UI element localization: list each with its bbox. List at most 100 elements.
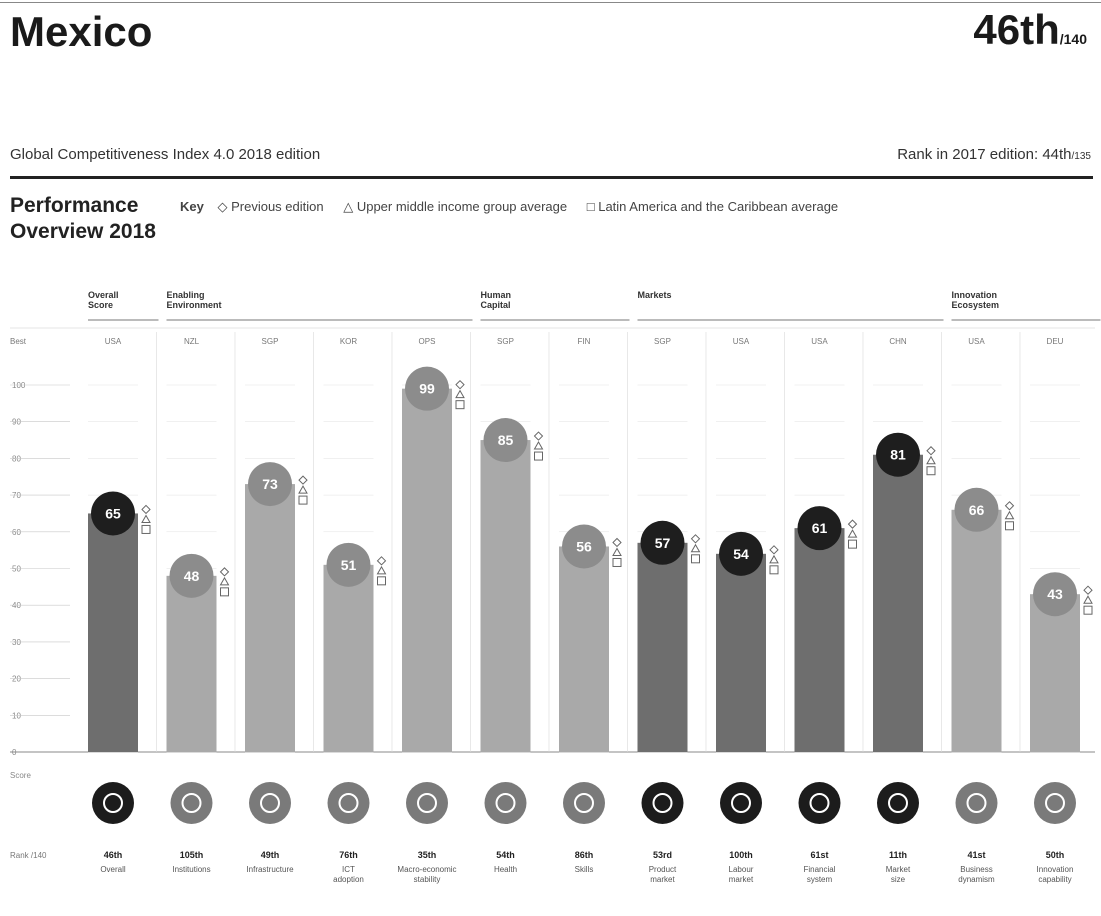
score-label: 43	[1047, 586, 1063, 602]
pillar-icon	[170, 782, 213, 824]
pillar-icon-glyph	[574, 793, 594, 813]
best-country-label: FIN	[578, 337, 591, 346]
latam-average-marker	[926, 466, 936, 476]
score-label: 81	[890, 447, 906, 463]
pillar-icon	[249, 782, 291, 824]
score-circle	[405, 366, 449, 411]
section-rule	[10, 176, 1093, 179]
pillar-icon	[1034, 782, 1076, 824]
pillar-icon-glyph	[417, 793, 437, 813]
best-country-label: OPS	[419, 337, 436, 346]
score-circle	[326, 542, 371, 587]
previous-edition-marker	[1004, 501, 1015, 511]
pillar-icon-glyph	[103, 793, 123, 813]
group-label-3: Markets	[638, 290, 672, 300]
bar	[951, 509, 1002, 752]
bar	[480, 440, 531, 752]
latam-average-marker	[769, 565, 779, 575]
pillar-name: Infrastructure	[246, 865, 294, 874]
best-country-label: USA	[733, 337, 750, 346]
previous-edition-marker	[533, 431, 544, 441]
pillar-name: Financial system	[803, 865, 835, 884]
pillar-icon-glyph	[260, 793, 280, 813]
pillar-rank: 35th	[418, 850, 437, 860]
pillar-name: Labour market	[729, 865, 754, 884]
previous-edition-marker	[219, 567, 230, 577]
previous-edition-marker	[376, 556, 387, 566]
best-country-label: KOR	[340, 337, 358, 346]
pillar-icon	[484, 782, 527, 824]
pillar-icon	[327, 782, 370, 824]
pillar-name: Health	[494, 865, 517, 874]
pillar-rank: 49th	[261, 850, 280, 860]
y-tick-label: 50	[12, 565, 21, 574]
gci-subtitle: Global Competitiveness Index 4.0 2018 ed…	[10, 146, 321, 163]
previous-edition-marker	[847, 519, 858, 529]
overall-rank: 46th/140	[973, 6, 1087, 54]
pillar-name: Overall	[100, 865, 126, 874]
score-circle	[483, 418, 528, 463]
previous-edition-marker	[1083, 585, 1093, 595]
pillar-rank: 105th	[180, 850, 204, 860]
pillar-rank: 76th	[339, 850, 358, 860]
pillar-icon-glyph	[1045, 793, 1065, 813]
latam-average-marker	[691, 554, 700, 564]
y-tick-label: 20	[12, 675, 21, 684]
score-circle	[169, 553, 214, 598]
latam-average-marker	[848, 539, 857, 549]
previous-edition-marker	[769, 545, 779, 555]
bar	[323, 564, 374, 752]
key-latam-average: □ Latin America and the Caribbean averag…	[586, 199, 839, 214]
rank-row-label: Rank /140	[10, 851, 47, 860]
best-country-label: USA	[811, 337, 828, 346]
upper-middle-income-marker	[376, 565, 387, 575]
latam-average-marker	[298, 495, 308, 505]
pillar-icon	[720, 782, 762, 824]
previous-rank: Rank in 2017 edition: 44th/135	[897, 146, 1091, 163]
pillar-icon	[563, 782, 605, 824]
pillar-name: Macro-economic stability	[397, 865, 456, 884]
prev-rank-label: Rank in 2017 edition:	[897, 146, 1043, 163]
pillar-rank: 100th	[729, 850, 753, 860]
upper-middle-income-marker	[769, 554, 779, 564]
best-country-label: USA	[105, 337, 122, 346]
key-label: Key	[180, 199, 204, 214]
latam-average-marker	[1005, 521, 1014, 531]
score-label: 56	[576, 538, 592, 554]
key-upper-middle-income: △ Upper middle income group average	[343, 199, 568, 214]
pillar-icon	[798, 782, 841, 824]
latam-average-marker	[377, 576, 386, 586]
y-tick-label: 100	[12, 381, 26, 390]
bar	[873, 454, 923, 752]
pillar-icon-glyph	[966, 793, 987, 813]
latam-average-marker	[612, 557, 622, 567]
previous-edition-marker	[612, 537, 622, 548]
upper-middle-income-marker	[1004, 510, 1015, 520]
latam-average-marker	[1083, 605, 1093, 615]
pillar-icon-glyph	[495, 793, 516, 813]
performance-title-line1: Performance	[10, 194, 139, 217]
country-title: Mexico	[10, 8, 153, 55]
y-tick-label: 60	[12, 528, 21, 537]
pillar-name: Innovation capability	[1037, 865, 1074, 884]
pillar-name: ICT adoption	[333, 865, 364, 884]
upper-middle-income-marker	[298, 485, 308, 494]
latam-average-marker	[534, 451, 543, 461]
pillar-rank: 53rd	[653, 850, 672, 860]
y-tick-label: 10	[12, 711, 21, 720]
upper-middle-income-marker	[533, 441, 544, 450]
bar	[716, 553, 766, 752]
y-tick-label: 80	[12, 454, 21, 463]
pillar-rank: 50th	[1046, 850, 1065, 860]
bar	[88, 513, 138, 752]
y-tick-label: 40	[12, 601, 21, 610]
score-label: 66	[969, 502, 985, 518]
best-country-label: NZL	[184, 337, 200, 346]
prev-rank-value: 44th	[1042, 146, 1072, 163]
pillar-icon-glyph	[731, 793, 751, 813]
pillar-icon-glyph	[338, 793, 359, 813]
score-circle	[640, 520, 685, 565]
previous-edition-marker	[141, 504, 151, 515]
best-country-label: SGP	[497, 337, 514, 346]
